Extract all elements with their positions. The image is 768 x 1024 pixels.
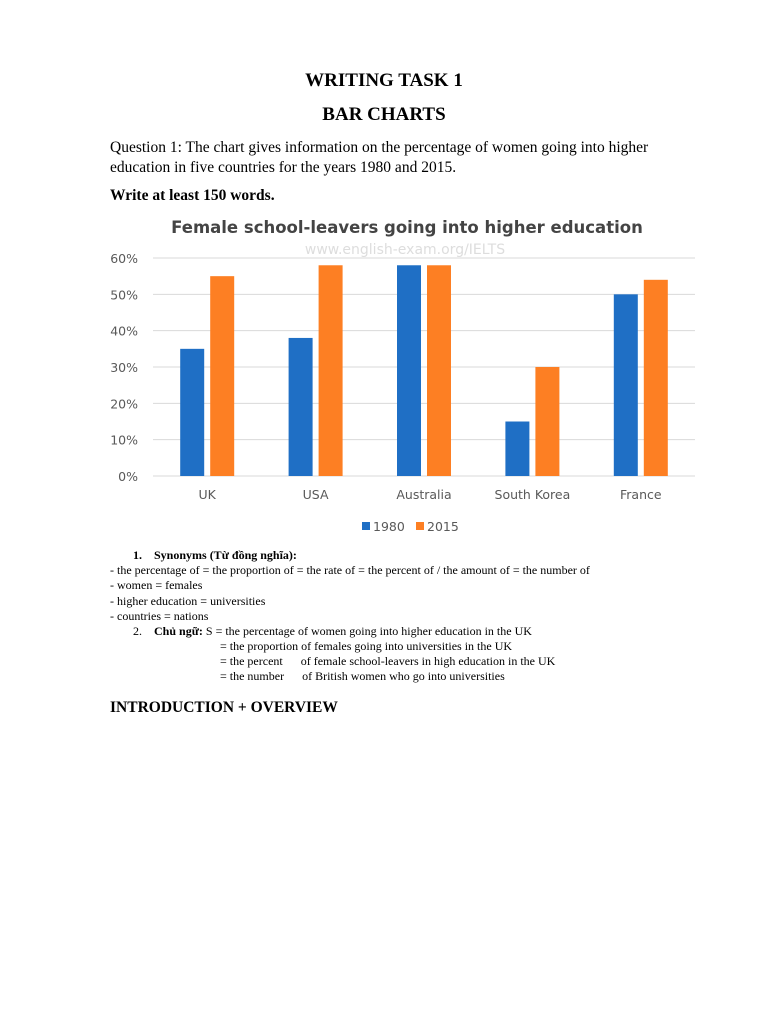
section-heading: INTRODUCTION + OVERVIEW [110,699,338,716]
bar-2015-south-korea [535,367,560,476]
y-tick-label: 50% [110,287,138,302]
bar-2015-uk [210,276,235,476]
synonym-line: - the percentage of = the proportion of … [110,563,590,577]
subject-line: = the number of British women who go int… [220,669,505,683]
bar-2015-france [643,279,668,476]
legend-swatch [362,522,370,530]
y-tick-label: 10% [110,433,138,448]
chart-title: Female school-leavers going into higher … [171,218,643,237]
question-text: Question 1: The chart gives information … [110,139,649,176]
y-tick-label: 60% [110,251,138,266]
chart-watermark: www.english-exam.org/IELTS [305,242,505,258]
x-tick-label: USA [303,487,329,502]
x-tick-label: Australia [396,487,451,502]
synonym-line: - countries = nations [110,608,209,623]
bar-1980-uk [180,348,205,476]
subject-line: = the percent of female school-leavers i… [220,654,556,668]
bar-1980-usa [288,337,313,476]
legend-label: 1980 [373,519,405,534]
x-tick-label: UK [199,487,217,502]
bar-1980-australia [397,265,421,476]
page-subtitle: BAR CHARTS [322,104,446,125]
x-tick-label: South Korea [495,487,571,502]
subject-section: 2. Chủ ngữ: S = the percentage of women … [133,624,532,638]
page-title: WRITING TASK 1 [305,70,463,91]
synonym-line: - higher education = universities [110,593,266,608]
synonyms-list: - the percentage of = the proportion of … [110,563,590,624]
y-tick-label: 20% [110,396,138,411]
legend-swatch [416,522,424,530]
bar-2015-usa [318,265,343,476]
y-tick-label: 40% [110,324,138,339]
synonyms-heading: 1. Synonyms (Từ đồng nghĩa): [133,548,297,562]
bar-1980-france [613,294,638,476]
bar-1980-south-korea [505,421,530,476]
legend-label: 2015 [427,519,459,534]
instruction-text: Write at least 150 words. [110,187,275,204]
y-tick-label: 0% [118,469,138,484]
y-tick-label: 30% [110,360,138,375]
x-tick-label: France [620,487,662,502]
bar-2015-australia [427,265,451,476]
subject-line: = the proportion of females going into u… [220,639,513,653]
synonym-line: - women = females [110,578,203,593]
